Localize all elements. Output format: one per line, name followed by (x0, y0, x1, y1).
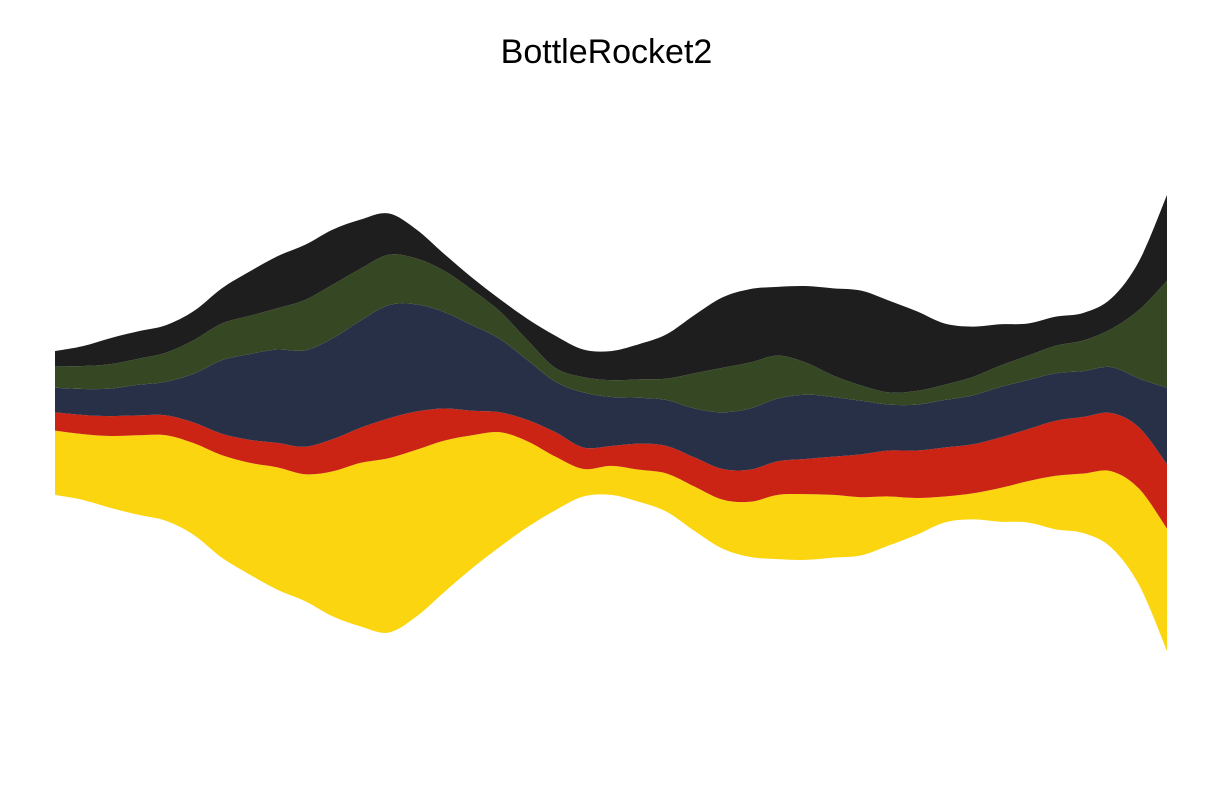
stream-layer-3 (55, 303, 1167, 471)
stream-layer-1 (55, 430, 1167, 651)
stream-layer-5 (55, 195, 1167, 393)
stream-layers (55, 195, 1167, 651)
stream-layer-4 (55, 254, 1167, 413)
chart-title: BottleRocket2 (500, 33, 713, 71)
stream-layer-2 (55, 408, 1167, 529)
